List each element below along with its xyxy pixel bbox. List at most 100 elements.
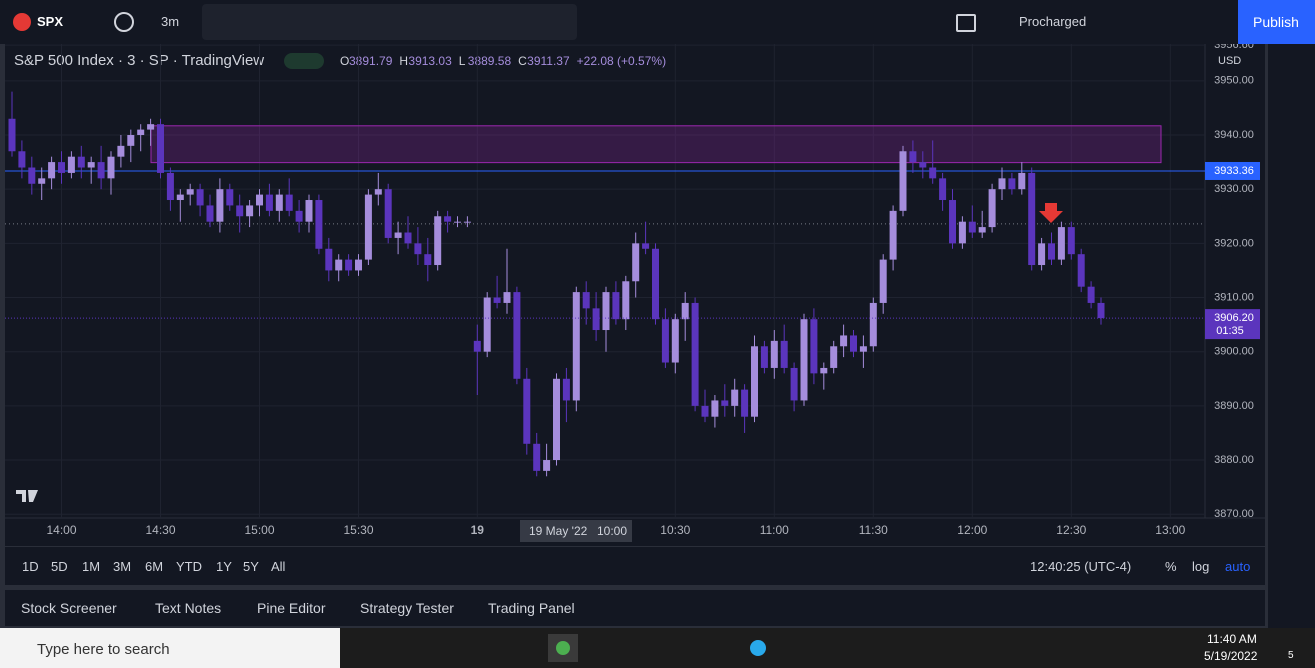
zone <box>150 125 1162 164</box>
candle-body <box>582 292 590 309</box>
candle-body <box>325 248 333 271</box>
symbol[interactable]: SPX <box>37 14 64 29</box>
search-placeholder[interactable]: Type here to search <box>37 641 170 658</box>
ohlc-value: 3889.58 <box>468 54 512 68</box>
candle-body <box>760 346 768 368</box>
hline-label: 3933.36 <box>1214 165 1254 177</box>
publish-label[interactable]: Publish <box>1253 14 1299 30</box>
candle-body <box>147 124 155 130</box>
candle-body <box>513 292 521 379</box>
search-box[interactable] <box>0 628 340 668</box>
last-price-bg <box>1205 309 1260 340</box>
candle-body <box>1018 172 1026 190</box>
bottom-toolbar: 1D 5D 1M 3M 6M YTD 1Y 5Y All 12:40:25 (UTC-4)% log… <box>5 547 1265 585</box>
interval[interactable]: 3m <box>161 14 180 29</box>
cursor-time-bg <box>520 520 632 542</box>
x-tick-label: 14:00 <box>46 523 76 537</box>
ohlc-value: 3911.37 <box>527 54 570 68</box>
candle-body <box>562 378 570 401</box>
x-tick-label: 15:00 <box>244 523 274 537</box>
countdown: 01:35 <box>1216 325 1244 337</box>
candle-body <box>1067 227 1075 255</box>
candle-body <box>335 259 343 271</box>
candle-body <box>850 335 857 352</box>
timeframe[interactable]: 3M <box>113 559 132 574</box>
y-tick-label: 3910.00 <box>1214 291 1254 303</box>
candle-body <box>1057 227 1065 260</box>
candle-body <box>800 319 808 401</box>
candle-body <box>899 151 907 211</box>
notification-count[interactable]: 5 <box>1288 650 1294 661</box>
candle-body <box>543 460 551 471</box>
timeframe[interactable]: YTD <box>176 559 202 574</box>
timeframe[interactable]: 5D <box>51 559 68 574</box>
panel-tab[interactable]: Text Notes <box>155 600 222 616</box>
scale-option[interactable]: log <box>1192 559 1210 574</box>
timeframe[interactable]: 1M <box>82 559 101 574</box>
chrome-icon[interactable] <box>556 641 570 655</box>
candle-body <box>424 254 432 266</box>
screenshot-frame[interactable] <box>956 14 976 32</box>
timeframe[interactable]: 1D <box>22 559 39 574</box>
ohlc-value: 3913.03 <box>408 54 452 68</box>
candle-body <box>295 210 303 222</box>
ohlc-value: 3891.79 <box>349 54 393 68</box>
candle-body <box>107 156 115 179</box>
x-tick-label: 12:30 <box>1056 523 1086 537</box>
layout-name[interactable]: Procharged <box>1019 14 1087 29</box>
candle-body <box>770 340 778 368</box>
timeframe[interactable]: 1Y <box>216 559 232 574</box>
publish-button[interactable] <box>1238 0 1315 44</box>
candle-body <box>830 346 838 368</box>
timeframe[interactable]: 5Y <box>243 559 259 574</box>
arrow-annotation <box>1039 203 1063 223</box>
candle-body <box>97 162 105 179</box>
candle-body <box>691 302 699 406</box>
candle-body <box>256 194 263 206</box>
scale-option[interactable]: auto <box>1225 559 1251 574</box>
ohlc-key: L <box>459 54 466 68</box>
candle-body <box>1048 243 1055 260</box>
candle-body <box>117 145 125 157</box>
panel-tab[interactable]: Trading Panel <box>488 600 575 616</box>
candle-body <box>18 151 26 168</box>
candle-body <box>186 189 194 195</box>
candle-body <box>275 194 283 211</box>
panel-tab[interactable]: Stock Screener <box>21 600 117 616</box>
legend-title: S&P 500 Index · 3 · SP · TradingView <box>14 52 264 69</box>
y-tick-label: 3930.00 <box>1214 183 1254 195</box>
y-tick-label: 3900.00 <box>1214 346 1254 358</box>
candle-body <box>28 167 36 184</box>
cursor-date: 19 May '22 <box>529 524 588 538</box>
candle-body <box>285 194 293 211</box>
candle-body <box>444 216 452 222</box>
candle-body <box>751 346 758 417</box>
candle-body <box>157 124 164 173</box>
candle-body <box>305 200 313 222</box>
candle-body <box>48 162 56 179</box>
taskbar: Type here to search 11:40 AM 5/19/2022 5 <box>0 628 1315 668</box>
candle-body <box>741 389 749 417</box>
add-symbol[interactable] <box>114 12 134 32</box>
panel-tab[interactable]: Strategy Tester <box>360 600 454 616</box>
candle-body <box>711 400 719 417</box>
candle-body <box>889 210 897 260</box>
panel-tab[interactable]: Pine Editor <box>257 600 326 616</box>
timeframe[interactable]: 6M <box>145 559 164 574</box>
candle-body <box>503 292 511 303</box>
candle-body <box>810 319 818 374</box>
candle-body <box>414 243 422 255</box>
scale-option[interactable]: % <box>1165 559 1177 574</box>
candle-body <box>1008 178 1016 190</box>
ohlc-key: H <box>399 54 408 68</box>
candle-body <box>77 156 85 168</box>
drawing-toolbar[interactable] <box>202 4 577 40</box>
telegram-icon[interactable] <box>750 640 766 656</box>
candle-body <box>246 205 254 217</box>
y-tick-label: 3950.00 <box>1214 75 1254 87</box>
candle-body <box>731 389 739 406</box>
candle-body <box>166 172 174 201</box>
timeframe[interactable]: All <box>271 559 286 574</box>
candle-body <box>38 178 46 184</box>
candle-body <box>355 259 362 271</box>
